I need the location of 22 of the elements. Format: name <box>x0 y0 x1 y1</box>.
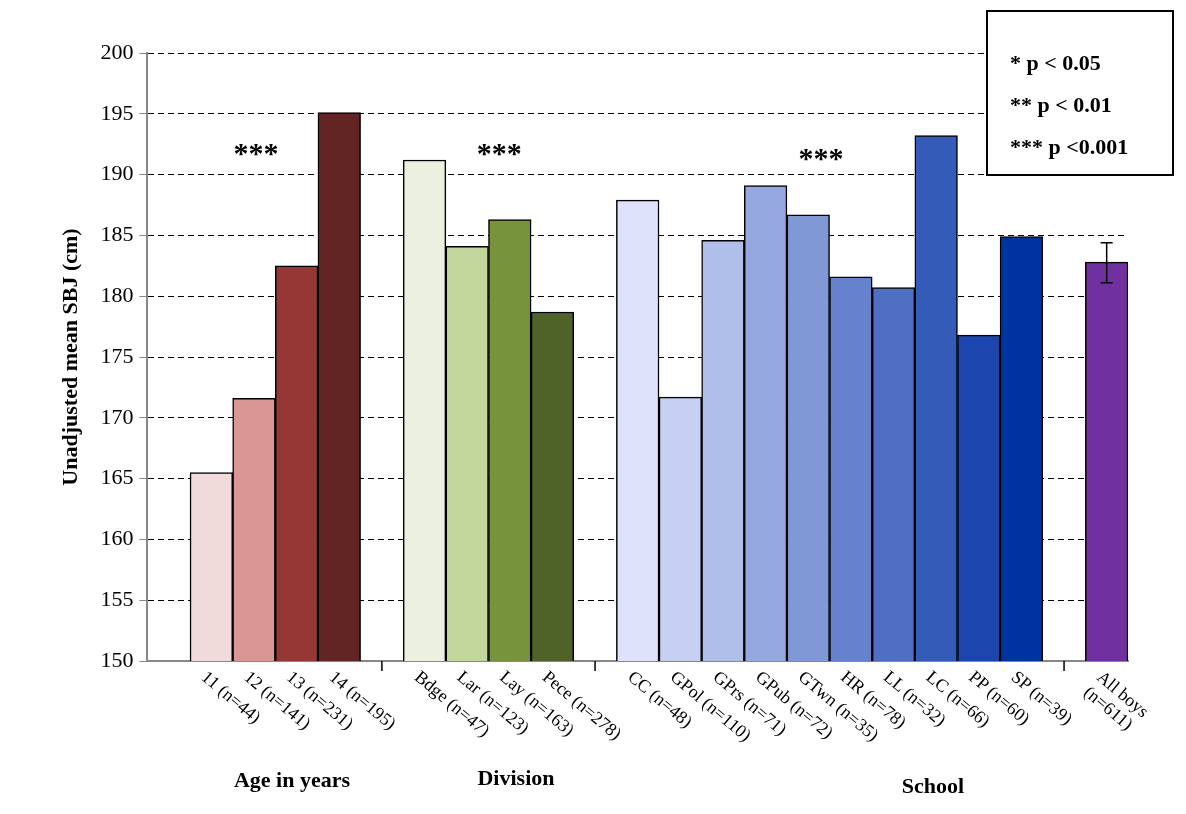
y-tick-label: 160 <box>100 525 134 551</box>
text: School <box>901 772 965 798</box>
text: Age in years <box>233 766 351 792</box>
key-box: * p < 0.05 ** p < 0.01 *** p <0.001 <box>986 10 1174 176</box>
annotation: *** <box>476 135 522 169</box>
text: Division <box>477 764 555 790</box>
annotation: * p < 0.05 <box>1010 49 1102 77</box>
y-tick-label: 175 <box>100 342 134 368</box>
annotation: *** <box>798 140 844 174</box>
y-tick-label: 180 <box>100 281 134 307</box>
y-tick-label: 195 <box>100 99 134 125</box>
y-tick-label: 155 <box>100 585 134 611</box>
y-tick-label: 190 <box>100 160 134 186</box>
annotation: *** p <0.001 <box>1010 133 1130 161</box>
y-tick-label: 185 <box>100 221 134 247</box>
y-tick-label: 165 <box>100 464 134 490</box>
annotation: ** p < 0.01 <box>1010 91 1113 119</box>
y-tick-label: 150 <box>100 646 134 672</box>
y-axis-title: Unadjusted mean SBJ (cm) <box>56 228 82 486</box>
y-tick-label: 200 <box>100 38 134 64</box>
annotation: *** <box>233 135 279 169</box>
y-tick-label: 170 <box>100 403 134 429</box>
